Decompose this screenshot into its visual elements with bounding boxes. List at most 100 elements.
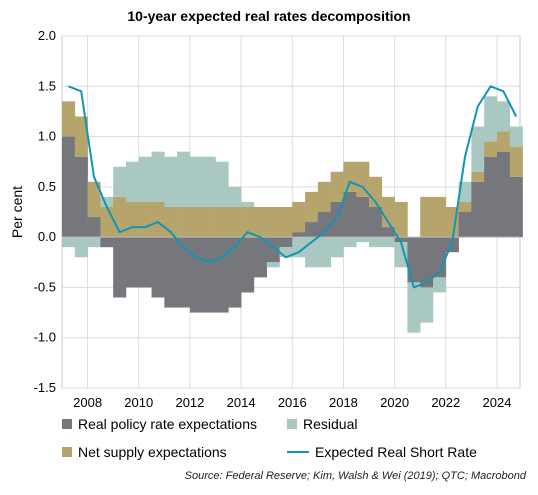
bar-residual [420, 287, 434, 323]
bar-real-policy [215, 237, 229, 313]
y-tick-label: -1.0 [34, 330, 56, 345]
bar-net-supply [305, 191, 319, 223]
legend-item-expected-real-short-rate: Expected Real Short Rate [287, 444, 477, 460]
bar-real-policy [343, 191, 357, 238]
line-expected-real-short-rate [68, 85, 518, 289]
bar-residual [458, 181, 472, 202]
legend-label-expected-real-short-rate: Expected Real Short Rate [315, 444, 477, 460]
y-tick-label: 2.0 [38, 28, 56, 43]
y-tick-label: 0.5 [38, 179, 56, 194]
bar-net-supply [484, 141, 498, 157]
y-tick-label: 1.5 [38, 78, 56, 93]
bar-residual [496, 101, 511, 132]
bar-net-supply [471, 171, 485, 182]
bar-residual [202, 156, 216, 207]
bar-real-policy [253, 237, 267, 278]
bar-residual [100, 196, 114, 207]
bar-residual [151, 151, 165, 202]
bar-residual [369, 237, 383, 248]
bar-residual [62, 237, 76, 248]
bar-residual [394, 242, 408, 268]
bar-real-policy [189, 237, 204, 313]
bar-net-supply [496, 131, 511, 152]
bar-net-supply [509, 146, 523, 177]
bar-real-policy [62, 136, 76, 238]
bar-real-policy [420, 237, 434, 288]
y-tick-label: 0.0 [38, 229, 56, 244]
bar-residual [74, 237, 88, 258]
bar-net-supply [420, 196, 434, 238]
x-tick-label: 2008 [73, 395, 102, 410]
x-tick-label: 2024 [483, 395, 512, 410]
bar-real-policy [509, 176, 523, 238]
bar-net-supply [177, 206, 191, 238]
bar-residual [228, 186, 242, 207]
chart-title: 10-year expected real rates decompositio… [127, 8, 411, 24]
legend-item-net-supply: Net supply expectations [62, 444, 227, 460]
bar-real-policy [164, 237, 178, 308]
y-tick-label: -1.5 [34, 380, 56, 395]
bar-residual [356, 237, 370, 243]
bar-real-policy [100, 237, 114, 248]
bar-real-policy [202, 237, 216, 313]
legend-item-residual: Residual [287, 416, 357, 432]
bar-real-policy [458, 212, 472, 238]
bar-residual [484, 96, 498, 142]
legend-swatch-real-policy [62, 419, 72, 429]
bar-residual [509, 126, 523, 147]
y-axis-label: Per cent [9, 186, 25, 238]
bar-residual [292, 237, 306, 258]
bar-net-supply [279, 206, 293, 238]
x-tick-label: 2020 [380, 395, 409, 410]
y-tick-label: 1.0 [38, 129, 56, 144]
bar-real-policy [74, 156, 88, 238]
bar-real-policy [87, 217, 101, 238]
bar-residual [215, 161, 229, 207]
bar-real-policy [113, 237, 127, 298]
bar-real-policy [228, 237, 242, 308]
bar-net-supply [317, 181, 331, 212]
bar-real-policy [266, 237, 280, 263]
x-tick-label: 2018 [329, 395, 358, 410]
bar-residual [177, 151, 191, 207]
legend-swatch-residual [287, 419, 297, 429]
bar-net-supply [253, 206, 267, 238]
bar-real-policy [369, 206, 383, 238]
bar-net-supply [228, 206, 242, 238]
legend-label-residual: Residual [303, 416, 358, 432]
bar-real-policy [241, 237, 255, 293]
bar-net-supply [394, 201, 408, 238]
bar-real-policy [317, 212, 331, 238]
bar-real-policy [356, 196, 370, 238]
bar-net-supply [215, 206, 229, 238]
bar-residual [189, 156, 204, 207]
bar-net-supply [241, 206, 255, 238]
bar-net-supply [202, 206, 216, 238]
bar-net-supply [189, 206, 204, 238]
bar-real-policy [138, 237, 152, 288]
bar-residual [381, 237, 395, 248]
bar-residual [317, 237, 331, 268]
bar-net-supply [381, 196, 395, 228]
bar-net-supply [100, 206, 114, 238]
bar-net-supply [330, 171, 344, 202]
bar-net-supply [433, 196, 447, 238]
bar-real-policy [151, 237, 165, 298]
bar-residual [330, 237, 344, 258]
bar-real-policy [381, 227, 395, 238]
bar-residual [407, 282, 421, 333]
bar-net-supply [125, 201, 140, 238]
bar-real-policy [471, 181, 485, 238]
bar-residual [87, 237, 101, 248]
bar-real-policy [177, 237, 191, 308]
bar-real-policy [292, 232, 306, 238]
bar-net-supply [458, 201, 472, 212]
bar-real-policy [496, 151, 511, 238]
bar-real-policy [279, 237, 293, 248]
bar-residual [471, 126, 485, 172]
bar-real-policy [407, 237, 421, 283]
x-tick-label: 2014 [227, 395, 256, 410]
bar-residual [279, 247, 293, 258]
bar-net-supply [266, 206, 280, 238]
